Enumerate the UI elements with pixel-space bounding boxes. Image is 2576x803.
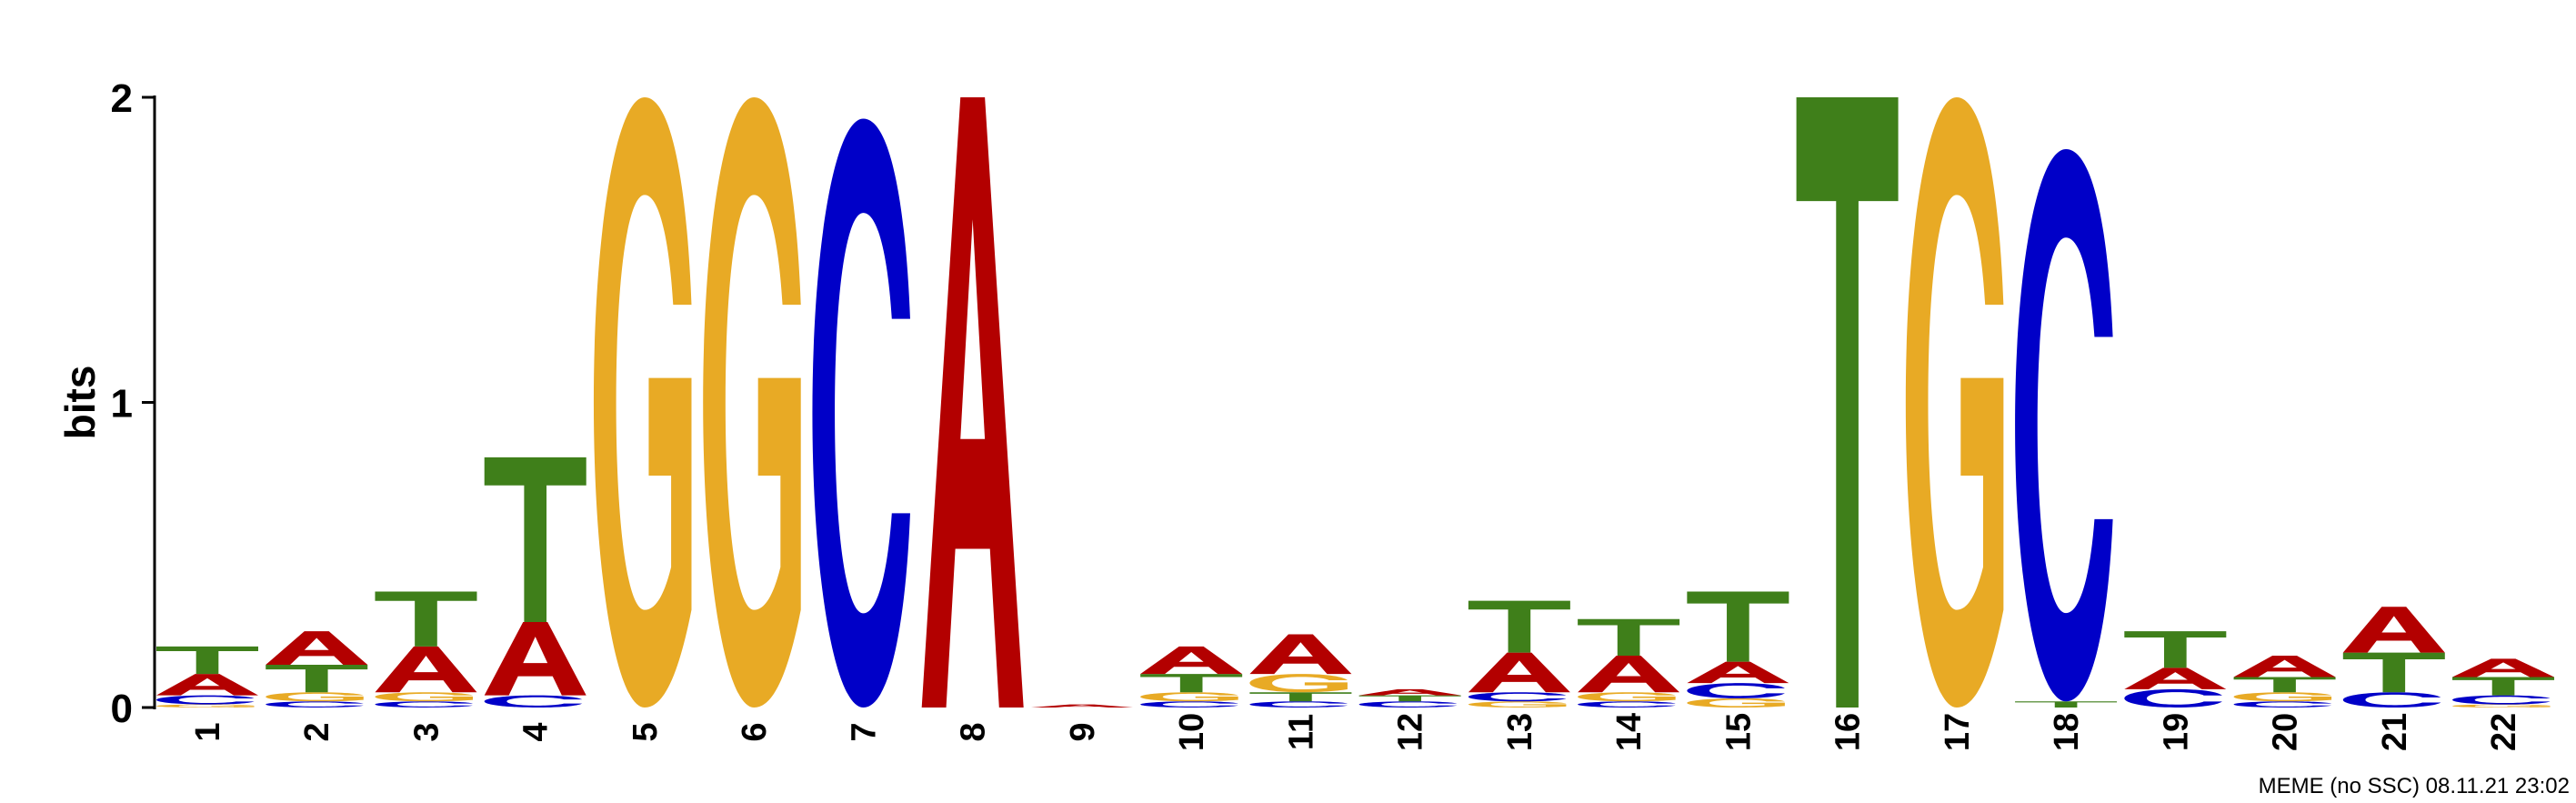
letter-G-pos-1: [156, 704, 255, 708]
letter-T-pos-15: [1687, 591, 1789, 662]
letter-T-pos-22: [2452, 677, 2555, 696]
letter-C-pos-14: [1578, 701, 1676, 708]
letter-T-pos-3: [375, 591, 477, 647]
letter-C-pos-10: [1140, 701, 1238, 708]
x-tick-label: 17: [1939, 713, 1977, 751]
x-tick-label: 18: [2048, 713, 2086, 751]
letter-C-pos-18: [2015, 149, 2113, 702]
letter-T-pos-4: [484, 457, 586, 623]
x-axis-labels: 1 2 3 4 5 6 7 8 9 10 11 12 13 14 15 16 17 18 19 20 21 22: [189, 713, 2523, 751]
y-axis-label: bits: [56, 366, 104, 440]
x-tick-label: 3: [407, 722, 446, 741]
x-tick-label: 12: [1392, 713, 1430, 751]
letter-G-pos-13: [1468, 701, 1567, 708]
x-tick-label: 7: [845, 722, 883, 741]
letter-A-pos-11: [1249, 634, 1352, 675]
x-tick-label: 8: [955, 722, 993, 741]
letter-A-pos-21: [2342, 607, 2445, 653]
letter-T-pos-11: [1249, 692, 1352, 702]
x-tick-label: 9: [1064, 722, 1102, 741]
y-tick-label: 2: [111, 76, 133, 121]
letter-G-pos-17: [1905, 97, 2004, 708]
x-tick-label: 15: [1719, 713, 1758, 751]
letter-T-pos-2: [266, 665, 368, 693]
x-tick-label: 19: [2157, 713, 2195, 751]
letter-A-pos-8: [921, 97, 1024, 708]
x-tick-label: 2: [298, 722, 336, 741]
letter-T-pos-14: [1578, 618, 1680, 656]
x-tick-label: 13: [1501, 713, 1539, 751]
letter-C-pos-13: [1468, 692, 1567, 702]
letter-A-pos-10: [1140, 646, 1243, 675]
letter-C-pos-7: [812, 118, 910, 708]
x-tick-label: 16: [1829, 713, 1868, 751]
letter-A-pos-2: [266, 631, 368, 666]
letter-G-pos-14: [1578, 692, 1676, 702]
letter-A-pos-13: [1468, 652, 1570, 693]
letter-G-pos-6: [703, 97, 801, 708]
letter-G-pos-20: [2233, 692, 2332, 702]
letter-A-pos-20: [2233, 655, 2336, 678]
letter-T-pos-1: [156, 646, 258, 675]
letter-C-pos-4: [484, 695, 583, 708]
letter-C-pos-11: [1249, 701, 1348, 708]
x-tick-label: 5: [626, 722, 665, 741]
letter-T-pos-16: [1796, 97, 1899, 708]
letter-C-pos-12: [1358, 701, 1458, 708]
letter-A-pos-4: [484, 622, 586, 696]
letter-C-pos-2: [266, 701, 364, 708]
x-tick-label: 14: [1610, 713, 1649, 751]
letter-C-pos-19: [2124, 688, 2222, 708]
x-tick-label: 6: [736, 722, 774, 741]
letter-A-pos-3: [375, 646, 477, 693]
letter-A-pos-12: [1358, 688, 1461, 696]
letter-G-pos-2: [266, 692, 364, 702]
x-tick-label: 11: [1282, 714, 1320, 750]
x-tick-label: 21: [2376, 713, 2414, 751]
letter-A-pos-15: [1687, 661, 1789, 684]
x-tick-label: 10: [1173, 713, 1211, 751]
letter-G-pos-10: [1140, 692, 1238, 702]
letter-G-pos-5: [593, 97, 692, 708]
letter-T-pos-19: [2124, 631, 2227, 668]
footer-text: MEME (no SSC) 08.11.21 23:02: [2259, 774, 2570, 798]
letter-A-pos-22: [2452, 658, 2555, 678]
letter-C-pos-15: [1687, 683, 1785, 698]
letter-T-pos-12: [1358, 695, 1461, 702]
y-tick-label: 1: [111, 382, 133, 427]
letter-T-pos-18: [2015, 701, 2118, 708]
letter-A-pos-19: [2124, 667, 2227, 689]
letter-G-pos-11: [1249, 674, 1348, 693]
x-tick-label: 1: [189, 722, 227, 741]
letter-C-pos-1: [156, 695, 255, 705]
x-tick-label: 4: [517, 722, 556, 741]
x-tick-label: 22: [2485, 713, 2523, 751]
x-tick-label: 20: [2267, 713, 2305, 751]
y-axis: 0 1 2 bits: [56, 76, 156, 731]
letter-T-pos-10: [1140, 674, 1243, 693]
letter-T-pos-13: [1468, 600, 1570, 653]
letter-A-pos-1: [156, 674, 258, 696]
letter-G-pos-15: [1687, 698, 1785, 708]
letter-T-pos-20: [2233, 677, 2336, 693]
letter-G-pos-22: [2452, 704, 2551, 708]
letter-C-pos-3: [375, 701, 473, 708]
letter-C-pos-22: [2452, 695, 2551, 705]
letter-stacks: [156, 97, 2555, 708]
letter-T-pos-21: [2342, 652, 2445, 693]
letter-G-pos-3: [375, 692, 473, 702]
letter-A-pos-14: [1578, 655, 1680, 693]
y-tick-label: 0: [111, 687, 133, 731]
letter-C-pos-20: [2233, 701, 2332, 708]
letter-A-pos-9: [1030, 704, 1133, 708]
letter-C-pos-21: [2342, 692, 2441, 708]
